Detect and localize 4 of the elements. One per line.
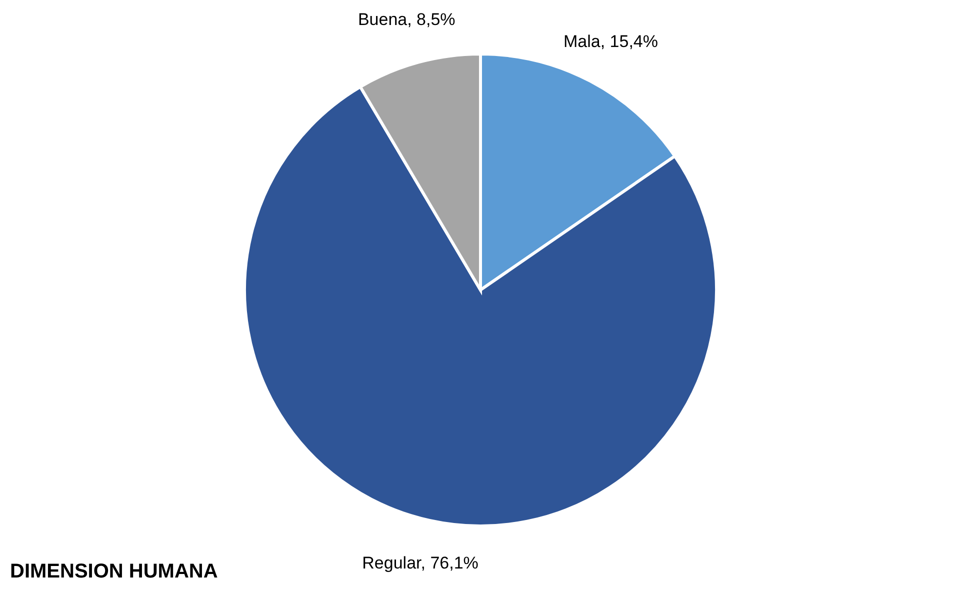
text: DIMENSION HUMANA: [10, 560, 218, 582]
slice-label: Regular, 76,1%: [362, 553, 478, 572]
slice-label: Mala, 15,4%: [563, 32, 658, 52]
slice-label: Buena, 8,5%: [358, 10, 456, 29]
